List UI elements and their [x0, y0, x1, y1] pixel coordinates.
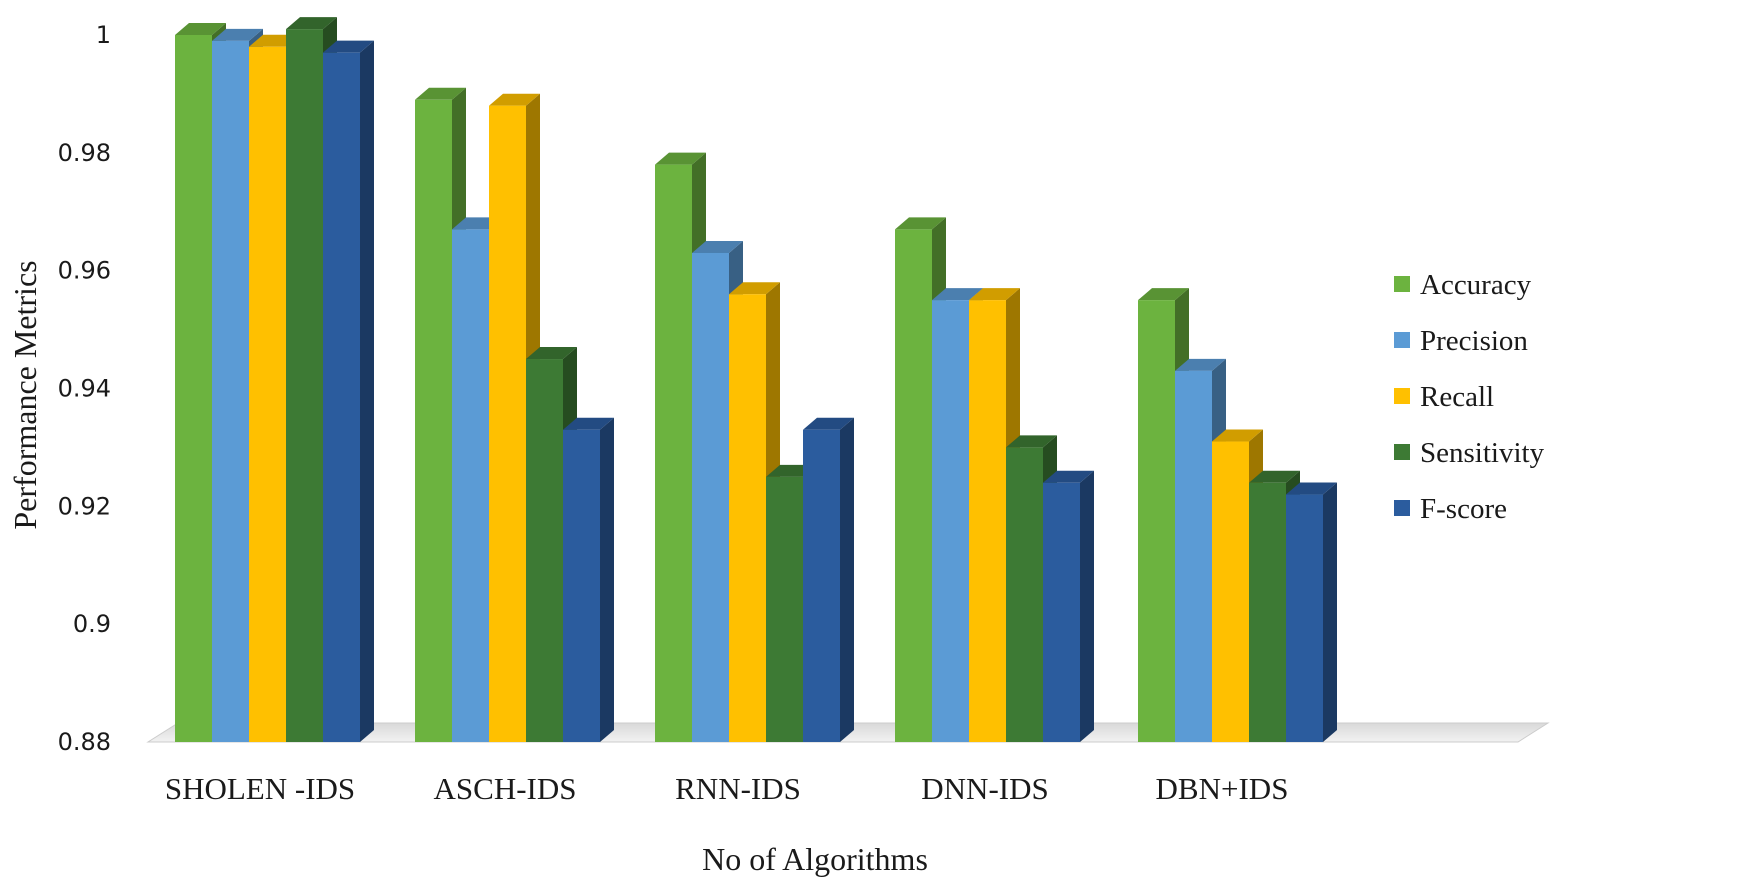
bar-top	[1212, 429, 1263, 442]
bar-side	[360, 40, 374, 743]
y-tick-label: 0.9	[73, 610, 111, 638]
bar-front	[175, 35, 212, 742]
bar-front	[766, 476, 803, 742]
bars-group	[175, 17, 1337, 743]
bar-front	[489, 105, 526, 742]
bar-top	[489, 93, 540, 106]
bar-recall-3	[729, 282, 780, 742]
bar-top	[655, 152, 706, 165]
y-tick-label: 0.88	[58, 728, 111, 756]
legend-label: Precision	[1420, 325, 1528, 357]
bar-top	[969, 288, 1020, 301]
bar-side	[1080, 470, 1094, 742]
x-tick-label: RNN-IDS	[675, 771, 801, 806]
legend-swatch	[1394, 444, 1410, 460]
bar-top	[803, 417, 854, 430]
bar-top	[323, 40, 374, 53]
bar-front	[1138, 300, 1175, 742]
bar-f-score-2	[563, 417, 614, 742]
bar-front	[249, 46, 286, 743]
legend-swatch	[1394, 388, 1410, 404]
bar-front	[932, 300, 969, 742]
bar-top	[895, 217, 946, 230]
bar-front	[1043, 482, 1080, 742]
bar-top	[175, 23, 226, 35]
bar-top	[729, 282, 780, 295]
x-tick-label: DBN+IDS	[1156, 771, 1289, 806]
bar-front	[803, 429, 840, 742]
bar-front	[286, 29, 323, 742]
legend: Accuracy Precision Recall Sensitivity F-scor…	[1394, 269, 1545, 525]
y-tick-label: 0.94	[58, 375, 111, 403]
bar-front	[1286, 494, 1323, 742]
bar-top	[1286, 482, 1337, 495]
bar-top	[1043, 470, 1094, 483]
bar-f-score-3	[803, 417, 854, 742]
bar-top	[212, 28, 263, 41]
bar-f-score-5	[1286, 482, 1337, 742]
legend-swatch	[1394, 276, 1410, 292]
x-axis-title: No of Algorithms	[702, 841, 928, 877]
bar-front	[415, 99, 452, 742]
bar-f-score-1	[323, 40, 374, 743]
bar-front	[323, 52, 360, 743]
bar-front	[692, 252, 729, 742]
legend-label: F-score	[1420, 493, 1507, 525]
x-tick-label: SHOLEN -IDS	[165, 771, 355, 806]
bar-front	[655, 164, 692, 742]
bar-top	[415, 87, 466, 100]
bar-front	[526, 359, 563, 742]
legend-label: Accuracy	[1420, 269, 1532, 301]
bar-front	[969, 300, 1006, 742]
legend-swatch	[1394, 332, 1410, 348]
bar-top	[1175, 358, 1226, 371]
y-tick-label: 1	[96, 21, 111, 49]
bar-top	[286, 17, 337, 30]
bar-top	[1006, 435, 1057, 448]
bar-top	[1138, 288, 1189, 301]
bar-top	[1249, 470, 1300, 483]
bar-top	[563, 417, 614, 430]
legend-swatch	[1394, 500, 1410, 516]
legend-label: Sensitivity	[1420, 437, 1545, 469]
bar-f-score-4	[1043, 470, 1094, 742]
bar-side	[600, 417, 614, 742]
bar-front	[452, 229, 489, 743]
bar-front	[1249, 482, 1286, 742]
category-labels: SHOLEN -IDS ASCH-IDS RNN-IDS DNN-IDS DBN+IDS	[165, 771, 1289, 806]
legend-label: Recall	[1420, 381, 1494, 413]
bar-top	[692, 240, 743, 253]
y-axis-ticks: 0.88 0.9 0.92 0.94 0.96 0.98 1	[58, 21, 111, 756]
y-tick-label: 0.96	[58, 257, 111, 285]
x-tick-label: DNN-IDS	[921, 771, 1048, 806]
x-tick-label: ASCH-IDS	[434, 771, 577, 806]
y-axis-title: Performance Metrics	[7, 260, 43, 529]
bar-side	[1323, 482, 1337, 742]
bar-front	[563, 429, 600, 742]
bar-front	[212, 40, 249, 743]
bar-top	[932, 288, 983, 301]
bar-side	[840, 417, 854, 742]
bar-front	[1175, 370, 1212, 742]
bar-top	[526, 347, 577, 360]
y-tick-label: 0.92	[58, 492, 111, 520]
y-tick-label: 0.98	[58, 139, 111, 167]
bar-front	[1006, 447, 1043, 742]
bar-front	[729, 294, 766, 742]
bar-front	[1212, 441, 1249, 742]
bar-front	[895, 229, 932, 743]
